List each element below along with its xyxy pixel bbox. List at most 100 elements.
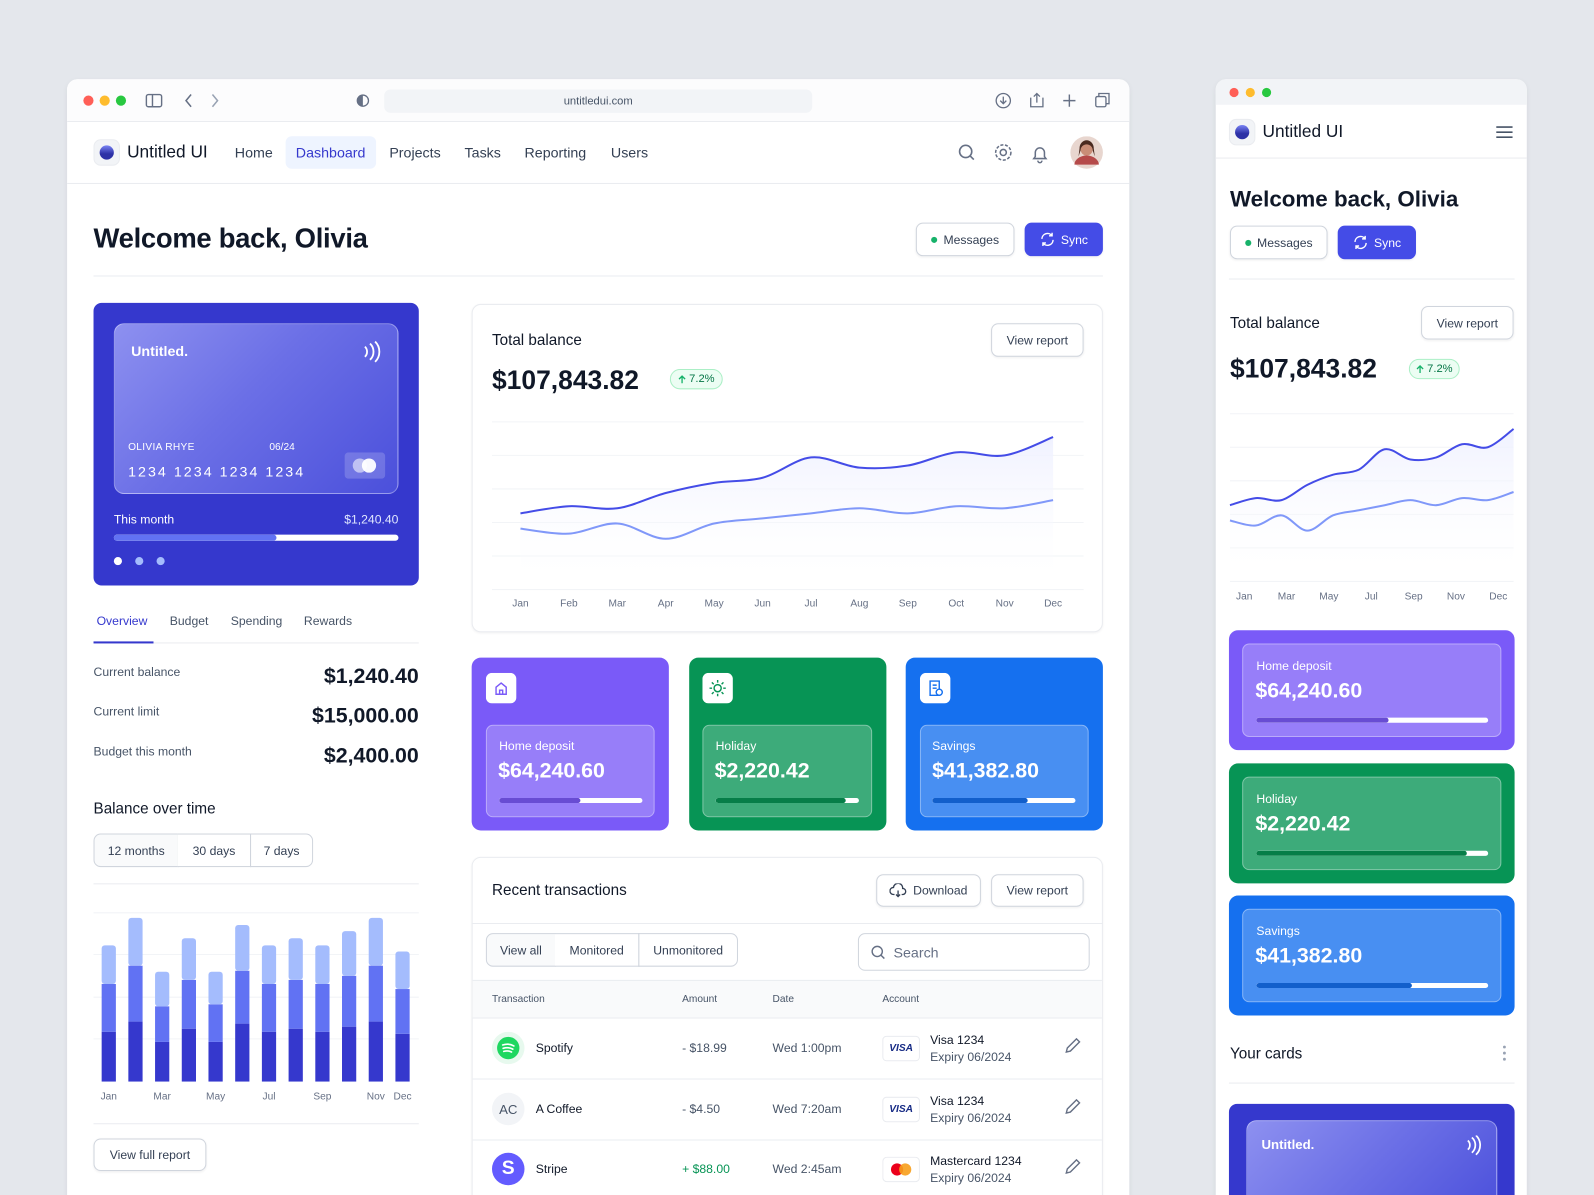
button-label: Messages xyxy=(943,232,1000,247)
edit-icons[interactable] xyxy=(1063,1037,1081,1179)
goal-label: Holiday xyxy=(715,738,757,754)
credit-card[interactable] xyxy=(1246,1120,1498,1195)
button-label: View report xyxy=(1006,883,1069,898)
bar-segment xyxy=(128,1021,143,1082)
spend-label: This month xyxy=(113,512,175,527)
bar-segment xyxy=(315,1031,330,1082)
menu-icon[interactable] xyxy=(1495,125,1513,139)
bar-segment xyxy=(181,938,196,980)
messages-button[interactable]: Messages xyxy=(1229,225,1328,260)
stat-label: Current limit xyxy=(93,704,160,719)
x-tick-label: Jan xyxy=(101,1091,117,1102)
line xyxy=(520,436,1054,515)
x-tick-label: Oct xyxy=(948,598,964,609)
download-icon xyxy=(889,883,907,898)
visa-mark: VISA xyxy=(882,1035,920,1062)
button-label: Sync xyxy=(1060,232,1089,247)
goal-card[interactable] xyxy=(1228,895,1515,1016)
x-tick-label: Jun xyxy=(754,598,770,609)
credit-card[interactable] xyxy=(113,323,399,495)
x-tick-label: Mar xyxy=(609,598,627,609)
column-header: Account xyxy=(882,993,920,1005)
sync-button[interactable]: Sync xyxy=(1337,225,1416,260)
more-icon[interactable] xyxy=(1500,1044,1508,1062)
bar-segment xyxy=(288,1028,303,1082)
nav-icons[interactable] xyxy=(953,136,1105,171)
view-report[interactable]: View report xyxy=(991,874,1084,907)
filter[interactable]: 7 days xyxy=(250,833,314,868)
section-title: Your cards xyxy=(1229,1045,1303,1063)
x-tick-label: Aug xyxy=(850,598,868,609)
change: 7.2% xyxy=(1427,362,1453,376)
pager-dots[interactable] xyxy=(110,554,171,568)
messages-button[interactable]: Messages xyxy=(915,222,1015,257)
goal-card[interactable] xyxy=(1228,763,1515,884)
bar-segment xyxy=(261,945,277,984)
tab[interactable]: Spending xyxy=(230,613,283,629)
date: Wed 7:20am xyxy=(772,1101,842,1117)
nav-link[interactable]: Reporting xyxy=(524,144,587,161)
area xyxy=(1229,428,1514,582)
status-dot xyxy=(931,236,938,243)
tabs-divider xyxy=(93,642,419,644)
card-brand: Untitled. xyxy=(131,342,189,359)
view-report[interactable]: View report xyxy=(991,323,1084,357)
bar-segment xyxy=(235,1023,250,1082)
nav-link[interactable]: Tasks xyxy=(464,144,501,161)
filter[interactable]: View all xyxy=(485,933,557,967)
column-header: Date xyxy=(772,993,795,1005)
x-tick-label: Jul xyxy=(1365,591,1378,602)
nav-link[interactable]: Dashboard xyxy=(285,136,376,169)
tab[interactable]: Rewards xyxy=(303,613,353,629)
filter[interactable]: 12 months xyxy=(93,833,179,868)
bar-segment xyxy=(395,951,410,990)
bar-segment xyxy=(342,931,357,976)
url-bar[interactable]: untitledui.com xyxy=(384,89,813,113)
download-button[interactable]: Download xyxy=(876,874,981,907)
view-full-report[interactable]: View full report xyxy=(93,1138,207,1172)
table-header xyxy=(472,979,1102,1019)
bar-segment xyxy=(155,971,170,1007)
logo xyxy=(1228,118,1256,146)
bar-segment xyxy=(395,989,410,1034)
goal-card[interactable] xyxy=(1228,630,1515,751)
url: untitledui.com xyxy=(563,95,633,108)
transaction-name: Spotify xyxy=(535,1040,573,1056)
stat-value: $15,000.00 xyxy=(311,704,419,728)
goal-value: $64,240.60 xyxy=(498,759,605,783)
section-title: Recent transactions xyxy=(491,881,627,900)
bar-segment xyxy=(261,1031,277,1082)
avatar-initials: AC xyxy=(491,1092,525,1126)
x-tick-label: Jan xyxy=(1236,591,1252,602)
filter[interactable]: 30 days xyxy=(177,833,252,868)
tab[interactable]: Overview xyxy=(96,613,148,629)
brand: Untitled UI xyxy=(127,142,208,162)
divider xyxy=(1228,1082,1515,1084)
search-input[interactable]: Search xyxy=(857,933,1090,971)
sync-button[interactable]: Sync xyxy=(1024,222,1103,257)
change-badge: 7.2% xyxy=(669,368,723,390)
spend-track xyxy=(113,534,399,541)
x-tick-label: Dec xyxy=(1044,598,1062,609)
nav-link[interactable]: Projects xyxy=(389,144,441,161)
up-arrow xyxy=(678,374,686,383)
divider xyxy=(1228,278,1515,280)
nav-link[interactable]: Home xyxy=(234,144,273,161)
spotify-logo xyxy=(491,1031,525,1065)
goal-track xyxy=(715,797,859,804)
goal-track xyxy=(1256,982,1489,989)
brand: Untitled UI xyxy=(1262,121,1344,142)
column-header: Amount xyxy=(682,993,718,1005)
x-tick-label: Sep xyxy=(1405,591,1423,602)
filter[interactable]: Monitored xyxy=(555,933,640,967)
card-number: 1234 1234 1234 1234 xyxy=(128,463,306,480)
nav-link[interactable]: Users xyxy=(610,144,649,161)
filter[interactable]: Unmonitored xyxy=(638,933,738,967)
button-label: Messages xyxy=(1257,235,1313,250)
view-report[interactable]: View report xyxy=(1421,305,1514,340)
tab[interactable]: Budget xyxy=(169,613,209,629)
amount: + $88.00 xyxy=(682,1161,730,1177)
logo xyxy=(93,139,120,166)
x-tick-label: Jul xyxy=(804,598,817,609)
